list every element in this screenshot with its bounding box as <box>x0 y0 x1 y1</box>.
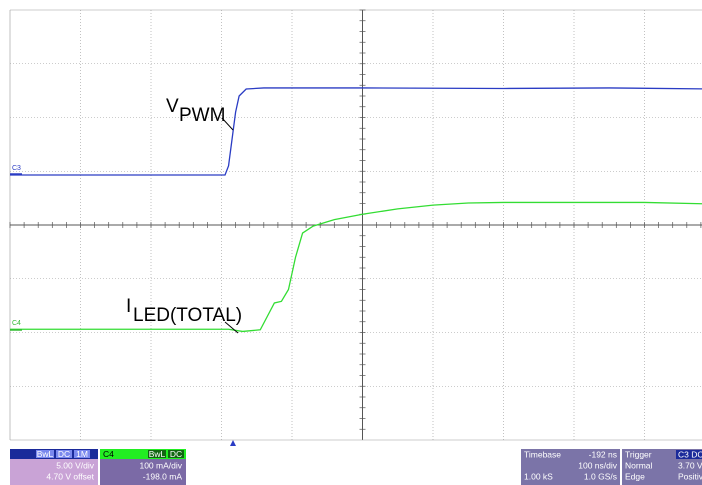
tag <box>676 450 702 459</box>
panel-body <box>100 459 186 485</box>
tag-text: BwL <box>37 449 54 459</box>
tag-text: 1M <box>76 449 88 459</box>
panel-title: Timebase <box>524 449 561 459</box>
level: 3.70 V <box>678 460 702 470</box>
graticule <box>9 9 702 441</box>
slope: Positive <box>678 471 702 481</box>
channel-marker: C3 <box>12 165 21 172</box>
samples: 1.00 kS <box>524 471 553 481</box>
tag <box>74 450 90 458</box>
delay: -192 ns <box>589 449 617 459</box>
scale: 5.00 V/div <box>56 460 95 470</box>
tag-text: DC <box>58 449 70 459</box>
annotation-sub: PWM <box>179 105 225 126</box>
tag <box>148 450 166 458</box>
scale: 100 ns/div <box>578 460 617 470</box>
rate: 1.0 GS/s <box>584 471 617 481</box>
type: Edge <box>625 471 645 481</box>
waveform <box>10 201 702 333</box>
source: C3 DC <box>678 449 702 459</box>
panel-body <box>10 459 98 485</box>
offset: -198.0 mA <box>143 471 183 481</box>
panel-title: Trigger <box>625 449 652 459</box>
scale: 100 mA/div <box>139 460 182 470</box>
mode: Normal <box>625 460 653 470</box>
annotation: I <box>126 296 131 317</box>
tag-text: BwL <box>149 449 166 459</box>
tag <box>36 450 54 458</box>
trigger-marker <box>230 440 236 446</box>
annotation: V <box>166 96 179 117</box>
tag <box>168 450 184 458</box>
panel-header <box>100 449 186 459</box>
annotation-sub: LED(TOTAL) <box>133 305 242 326</box>
leader <box>224 321 239 334</box>
leader <box>221 117 234 131</box>
offset: 4.70 V offset <box>46 471 94 481</box>
panel-title: C4 <box>103 449 114 459</box>
tag-text: DC <box>170 449 182 459</box>
waveform <box>10 87 702 176</box>
channel-marker: C4 <box>12 320 21 327</box>
panel-body <box>521 449 620 485</box>
traces <box>10 87 702 333</box>
tag <box>56 450 72 458</box>
